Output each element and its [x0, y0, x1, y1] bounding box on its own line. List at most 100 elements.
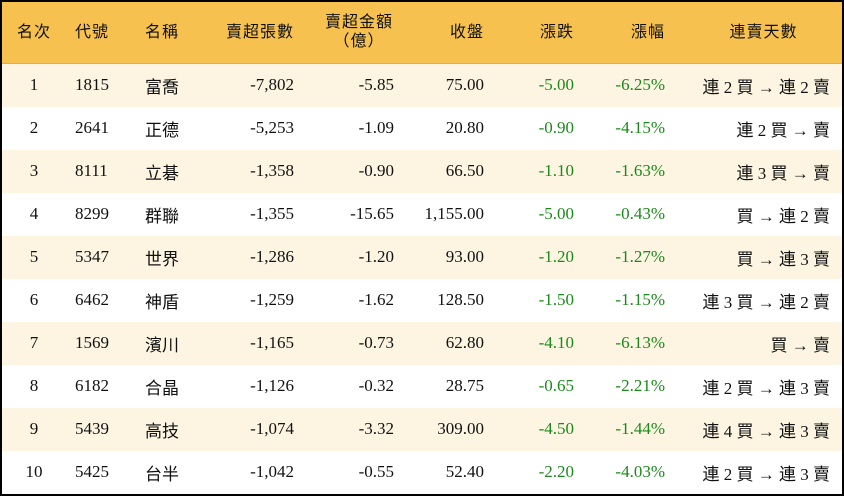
cell-close: 128.50 [437, 290, 484, 309]
cell-lots: -1,358 [250, 161, 294, 180]
header-change-pct[interactable]: 漲幅 [630, 23, 665, 41]
cell-change: -0.65 [538, 376, 574, 395]
cell-streak: 連 2 買 → 賣 [736, 120, 831, 140]
cell-change: -0.90 [538, 118, 574, 137]
cell-name: 台半 [145, 464, 179, 484]
cell-pct: -4.15% [615, 118, 665, 137]
header-name[interactable]: 名稱 [145, 23, 180, 41]
cell-close: 1,155.00 [424, 204, 485, 223]
cell-rank: 4 [29, 204, 39, 223]
cell-streak: 買 → 連 3 賣 [736, 249, 831, 269]
cell-pct: -6.13% [615, 333, 665, 352]
table-row[interactable]: 6 6462 神盾 -1,259 -1.62 128.50 -1.50 -1.15% 連 3 買… [2, 279, 842, 322]
cell-streak: 連 2 買 → 連 3 賣 [702, 464, 831, 484]
cell-change: -5.00 [538, 204, 574, 223]
cell-amount: -3.32 [358, 419, 394, 438]
cell-change: -1.20 [538, 247, 574, 266]
header-sell-lots[interactable]: 賣超張數 [225, 23, 294, 41]
cell-name: 富喬 [136, 62, 206, 107]
cell-rank: 1 [2, 62, 66, 107]
cell-amount: -1.62 [358, 290, 394, 309]
table-row[interactable]: 1 1815 富喬 -7,802 -5.85 75.00 -5.00 -6.25% 連 2 買 … [2, 62, 842, 107]
cell-amount: -1.09 [358, 118, 394, 137]
cell-rank: 3 [29, 161, 39, 180]
header-sell-streak[interactable]: 連賣天數 [729, 23, 798, 41]
cell-code: 8299 [75, 204, 109, 223]
cell-change: -2.20 [538, 462, 574, 481]
header-change[interactable]: 漲跌 [539, 23, 574, 41]
header-code[interactable]: 代號 [75, 23, 110, 41]
cell-pct: -1.44% [615, 419, 665, 438]
table-row[interactable]: 2 2641 正德 -5,253 -1.09 20.80 -0.90 -4.15% 連 2 買 … [2, 107, 842, 150]
cell-close: 20.80 [445, 118, 484, 137]
cell-close: 62.80 [445, 333, 484, 352]
header-sell-amount[interactable]: 賣超金額 （億） [294, 2, 394, 63]
cell-close: 66.50 [445, 161, 484, 180]
table-row[interactable]: 5 5347 世界 -1,286 -1.20 93.00 -1.20 -1.27% 買 → 連 … [2, 235, 842, 279]
cell-lots: -1,126 [250, 376, 294, 395]
cell-code: 1569 [75, 333, 109, 352]
cell-code: 6182 [75, 376, 109, 395]
cell-close: 52.40 [445, 462, 484, 481]
table-row[interactable]: 10 5425 台半 -1,042 -0.55 52.40 -2.20 -4.03% 連 2 買… [2, 451, 842, 494]
cell-lots: -1,042 [250, 462, 294, 481]
cell-rank: 9 [29, 419, 39, 438]
table-row[interactable]: 9 5439 高技 -1,074 -3.32 309.00 -4.50 -1.44% 連 4 買… [2, 407, 842, 451]
cell-rank: 8 [29, 376, 39, 395]
cell-code: 6462 [75, 290, 109, 309]
cell-code: 5425 [75, 462, 109, 481]
cell-lots: -1,259 [250, 290, 294, 309]
cell-name: 神盾 [145, 292, 179, 312]
cell-code: 5347 [75, 247, 109, 266]
cell-change: -1.50 [538, 290, 574, 309]
cell-change: -4.50 [538, 419, 574, 438]
cell-streak: 連 2 買 → 連 3 賣 [702, 378, 831, 398]
cell-rank: 2 [29, 118, 39, 137]
header-rank[interactable]: 名次 [16, 23, 51, 41]
cell-pct: -1.15% [615, 290, 665, 309]
cell-close: 93.00 [445, 247, 484, 266]
cell-pct: -4.03% [615, 462, 665, 481]
header-sell-amount-line1: 賣超金額 [324, 14, 393, 32]
cell-amount: -0.32 [358, 376, 394, 395]
cell-streak: 連 2 買 → 連 2 賣 [665, 62, 842, 107]
cell-change: -5.00 [484, 62, 574, 107]
cell-amount: -0.90 [358, 161, 394, 180]
cell-code: 5439 [75, 419, 109, 438]
cell-lots: -7,802 [206, 62, 294, 107]
cell-streak: 連 3 買 → 賣 [736, 163, 831, 183]
cell-pct: -6.25% [574, 62, 665, 107]
cell-name: 濱川 [145, 335, 179, 355]
cell-close: 309.00 [437, 419, 484, 438]
cell-pct: -1.27% [615, 247, 665, 266]
header-close[interactable]: 收盤 [449, 23, 484, 41]
cell-rank: 5 [29, 247, 39, 266]
cell-amount: -1.20 [358, 247, 394, 266]
cell-code: 8111 [75, 161, 108, 180]
table-row[interactable]: 8 6182 合晶 -1,126 -0.32 28.75 -0.65 -2.21% 連 2 買 … [2, 365, 842, 408]
cell-rank: 7 [29, 333, 39, 352]
cell-name: 合晶 [145, 378, 179, 398]
cell-code: 1815 [66, 62, 136, 107]
cell-code: 2641 [75, 118, 109, 137]
cell-pct: -1.63% [615, 161, 665, 180]
cell-lots: -1,286 [250, 247, 294, 266]
cell-name: 立碁 [145, 163, 179, 183]
table-row[interactable]: 4 8299 群聯 -1,355 -15.65 1,155.00 -5.00 -0.43% 買 … [2, 193, 842, 236]
table-row[interactable]: 7 1569 濱川 -1,165 -0.73 62.80 -4.10 -6.13% 買 → 賣 [2, 321, 842, 365]
header-sell-amount-line2: （億） [333, 33, 385, 51]
cell-streak: 連 3 買 → 連 2 賣 [702, 292, 831, 312]
cell-change: -4.10 [538, 333, 574, 352]
cell-pct: -0.43% [615, 204, 665, 223]
cell-amount: -0.55 [358, 462, 394, 481]
cell-lots: -5,253 [250, 118, 294, 137]
cell-lots: -1,355 [250, 204, 294, 223]
cell-close: 75.00 [394, 62, 484, 107]
cell-amount: -0.73 [358, 333, 394, 352]
cell-streak: 連 4 買 → 連 3 賣 [702, 421, 831, 441]
cell-name: 正德 [145, 120, 179, 140]
table-row[interactable]: 3 8111 立碁 -1,358 -0.90 66.50 -1.10 -1.63% 連 3 買 … [2, 149, 842, 193]
cell-name: 高技 [145, 421, 179, 441]
